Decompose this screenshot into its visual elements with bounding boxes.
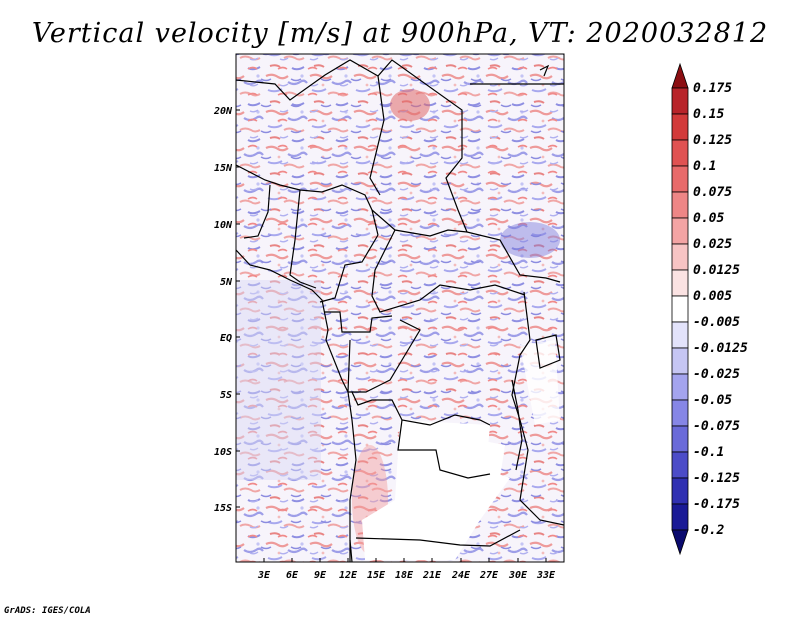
lon-label: 9E [314, 570, 327, 581]
lon-label: 12E [339, 570, 358, 581]
map-frame [235, 53, 565, 563]
credit-text: GrADS: IGES/COLA [4, 606, 91, 616]
lon-label: 15E [367, 570, 386, 581]
colorbar-label: 0.025 [693, 237, 732, 252]
colorbar-label: -0.1 [693, 445, 724, 460]
lat-label: 5N [220, 277, 233, 288]
lat-label: 15N [214, 163, 233, 174]
colorbar-label: -0.2 [693, 523, 724, 538]
calm-region-south [362, 420, 510, 560]
plot-title: Vertical velocity [m/s] at 900hPa, VT: 2… [32, 18, 768, 49]
colorbar-label: -0.0125 [693, 341, 748, 356]
colorbar-segment [671, 243, 689, 271]
lon-label: 24E [451, 570, 471, 581]
lat-label: 5S [220, 390, 232, 401]
lon-label: 27E [479, 570, 499, 581]
lat-label: 15S [214, 503, 232, 514]
colorbar-segment [671, 139, 689, 167]
lat-label: EQ [220, 333, 232, 344]
latitude-labels: 20N 15N 10N 5N EQ 5S 10S 15S [213, 106, 233, 514]
colorbar-segment [671, 165, 689, 193]
colorbar [671, 62, 689, 556]
colorbar-label: -0.175 [693, 497, 740, 512]
colorbar-label: 0.0125 [693, 263, 740, 278]
colorbar-segment [671, 399, 689, 427]
map-field [236, 54, 564, 562]
colorbar-label: 0.005 [693, 289, 732, 304]
colorbar-label: 0.075 [693, 185, 732, 200]
lon-label: 3E [257, 570, 271, 581]
colorbar-label: 0.15 [693, 107, 724, 122]
colorbar-segment [671, 269, 689, 297]
colorbar-segment [671, 191, 689, 219]
longitude-ticks [263, 558, 547, 562]
colorbar-segment [671, 347, 689, 375]
colorbar-labels: 0.175 0.15 0.125 0.1 0.075 0.05 0.025 0.… [693, 81, 748, 538]
lon-label: 18E [395, 570, 414, 581]
colorbar-label: 0.05 [693, 211, 724, 226]
ocean-descent-band [236, 280, 321, 480]
lon-label: 6E [286, 570, 299, 581]
colorbar-segment [671, 451, 689, 479]
colorbar-label: -0.075 [693, 419, 740, 434]
colorbar-label: -0.05 [693, 393, 732, 408]
colorbar-label: -0.125 [693, 471, 740, 486]
colorbar-segment [671, 87, 689, 115]
colorbar-segment [671, 529, 689, 556]
colorbar-label: -0.025 [693, 367, 740, 382]
colorbar-label: 0.1 [693, 159, 716, 174]
descent-region-east [500, 222, 560, 258]
colorbar-segment [671, 62, 689, 89]
colorbar-segment [671, 295, 689, 323]
colorbar-label: -0.005 [693, 315, 740, 330]
longitude-labels: 3E 6E 9E 12E 15E 18E 21E 24E 27E 30E 33E [257, 570, 556, 581]
lat-label: 10S [214, 447, 232, 458]
colorbar-label: 0.175 [693, 81, 732, 96]
lon-label: 30E [508, 570, 528, 581]
colorbar-segment [671, 425, 689, 453]
lon-label: 33E [536, 570, 556, 581]
latitude-ticks [236, 109, 240, 508]
country-borders [236, 59, 564, 562]
ascent-region-north [390, 89, 430, 121]
lat-label: 20N [213, 106, 233, 117]
colorbar-segment [671, 503, 689, 531]
lon-label: 21E [422, 570, 442, 581]
colorbar-segment [671, 477, 689, 505]
colorbar-segment [671, 321, 689, 349]
colorbar-segment [671, 113, 689, 141]
lat-label: 10N [214, 220, 233, 231]
colorbar-label: 0.125 [693, 133, 732, 148]
colorbar-segment [671, 217, 689, 245]
colorbar-segment [671, 373, 689, 401]
